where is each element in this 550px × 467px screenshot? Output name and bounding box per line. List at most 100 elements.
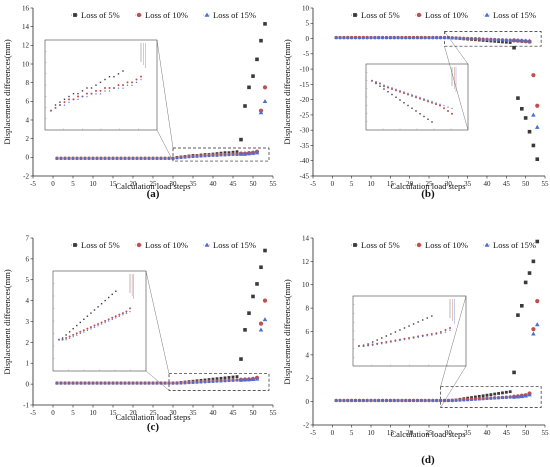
inset-plot	[352, 295, 467, 408]
inset-data-point	[385, 335, 387, 337]
data-point	[87, 381, 91, 385]
data-point	[103, 381, 107, 385]
data-point	[415, 398, 420, 402]
inset-data-point	[379, 82, 381, 85]
data-point	[107, 381, 111, 385]
x-tick-label: -5	[30, 180, 36, 188]
data-point	[175, 155, 179, 160]
inset-data-point	[422, 319, 424, 321]
data-point	[481, 394, 485, 398]
data-point	[55, 381, 59, 385]
y-tick-label: -40	[300, 157, 310, 165]
inset-series-3	[58, 310, 131, 341]
inset-data-point	[72, 327, 74, 330]
inset-data-point	[77, 92, 79, 95]
data-point	[83, 381, 87, 385]
inset-series-1	[371, 80, 433, 123]
inset-data-point	[108, 89, 111, 92]
inset-data-point	[423, 97, 425, 100]
x-tick-label: 25	[150, 409, 158, 417]
y-axis-label: Displacement differences(mm)	[2, 269, 12, 375]
x-tick-label: 15	[387, 429, 395, 437]
inset-data-point	[371, 79, 373, 82]
data-point	[147, 156, 151, 160]
data-point	[535, 157, 540, 161]
data-point	[504, 38, 509, 42]
series-3	[334, 35, 540, 129]
data-point	[442, 398, 447, 402]
data-point	[147, 381, 151, 385]
inset-data-point	[427, 99, 429, 101]
data-point	[493, 392, 497, 396]
data-point	[427, 35, 431, 39]
x-tick-label: 5	[71, 180, 75, 188]
x-axis-label: Calculation load steps	[390, 181, 465, 191]
data-point	[489, 37, 493, 41]
inset-data-point	[54, 106, 57, 109]
inset-data-point	[104, 321, 107, 324]
data-point	[338, 35, 342, 39]
legend-label: Loss of 5%	[361, 10, 400, 20]
inset-data-point	[407, 92, 409, 94]
data-point	[179, 155, 183, 159]
inset-plot	[44, 39, 174, 162]
inset-data-point	[383, 85, 385, 88]
data-point	[219, 153, 223, 157]
data-point	[473, 397, 478, 401]
data-point	[151, 381, 155, 385]
data-point	[119, 156, 123, 160]
y-tick-label: 16	[22, 4, 30, 12]
inset-data-point	[99, 89, 102, 92]
legend-marker	[353, 243, 357, 247]
data-point	[119, 381, 123, 385]
data-point	[504, 390, 508, 394]
inset-data-point	[86, 95, 88, 98]
inset-data-point	[387, 85, 389, 87]
data-point	[369, 398, 373, 402]
x-tick-label: 5	[350, 180, 354, 188]
x-tick-label: 35	[464, 180, 472, 188]
data-point	[239, 357, 243, 361]
data-point	[473, 36, 478, 41]
inset-data-point	[63, 104, 66, 106]
x-tick-label: 35	[190, 180, 198, 188]
data-point	[227, 151, 231, 155]
data-point	[431, 398, 435, 402]
data-point	[357, 35, 362, 39]
data-point	[135, 156, 139, 160]
inset-data-point	[93, 326, 96, 328]
data-point	[255, 57, 259, 62]
x-tick-label: 0	[51, 409, 55, 417]
inset-data-point	[403, 92, 405, 95]
data-point	[477, 37, 482, 41]
legend-marker	[484, 242, 490, 247]
data-point	[485, 396, 489, 400]
data-point	[446, 398, 451, 402]
x-tick-label: 20	[130, 409, 138, 417]
inset-data-point	[131, 84, 133, 86]
inset-data-point	[444, 329, 447, 331]
data-point	[115, 381, 119, 385]
inset-data-point	[421, 335, 424, 338]
inset-data-point	[391, 86, 393, 89]
data-point	[423, 398, 427, 402]
data-point	[111, 381, 115, 385]
inset-data-point	[68, 95, 70, 98]
data-point	[504, 395, 509, 399]
inset-data-point	[126, 84, 129, 86]
data-point	[489, 396, 493, 400]
inset-data-point	[68, 335, 71, 338]
x-tick-label: 50	[522, 429, 530, 437]
legend-marker	[353, 13, 357, 17]
inset-data-point	[111, 293, 113, 296]
inset-data-point	[367, 343, 369, 345]
data-point	[127, 156, 131, 160]
inset-data-point	[447, 105, 449, 108]
inset-series-1	[50, 70, 124, 112]
inset-data-point	[82, 329, 85, 332]
inset-data-point	[403, 338, 406, 341]
x-tick-label: 40	[210, 180, 218, 188]
data-point	[431, 35, 435, 39]
inset-data-point	[415, 96, 417, 99]
data-point	[103, 156, 107, 160]
